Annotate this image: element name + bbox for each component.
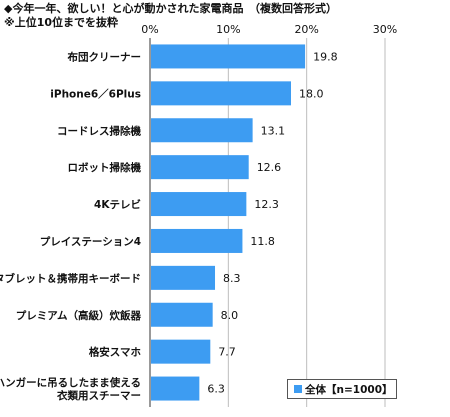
category-label: 衣類用スチーマー xyxy=(57,389,141,402)
data-label: 7.7 xyxy=(218,346,236,359)
legend: 全体【n=1000】 xyxy=(287,379,397,399)
category-label: ハンガーに吊るしたまま使える xyxy=(0,376,141,389)
chart-subtitle: ※上位10位までを抜粋 xyxy=(4,16,119,29)
bar xyxy=(151,81,291,106)
bar xyxy=(151,339,211,364)
bar xyxy=(151,376,200,401)
data-label: 11.8 xyxy=(250,235,275,248)
category-label: プレイステーション4 xyxy=(40,235,141,248)
bar xyxy=(151,192,247,217)
data-label: 8.3 xyxy=(223,272,241,285)
category-label: iPhone6／6Plus xyxy=(50,87,141,100)
legend-label: 全体【n=1000】 xyxy=(305,383,393,396)
x-tick-label: 30% xyxy=(373,23,397,36)
category-label: タブレット＆携帯用キーボード xyxy=(0,272,141,285)
x-tick-label: 20% xyxy=(294,23,318,36)
chart-title: ◆今年一年、欲しい！と心が動かされた家電商品 （複数回答形式） xyxy=(4,2,337,15)
data-label: 6.3 xyxy=(207,383,225,396)
bar xyxy=(151,265,216,290)
data-label: 12.3 xyxy=(254,198,279,211)
legend-swatch xyxy=(294,385,302,393)
bar xyxy=(151,228,243,253)
data-label: 18.0 xyxy=(299,87,324,100)
data-label: 8.0 xyxy=(221,309,239,322)
category-label: プレミアム（高級）炊飯器 xyxy=(16,309,142,322)
bar xyxy=(151,155,249,180)
x-tick-label: 10% xyxy=(216,23,240,36)
bar xyxy=(151,118,253,143)
bar xyxy=(151,44,306,69)
category-label: ロボット掃除機 xyxy=(68,161,142,174)
category-label: 布団クリーナー xyxy=(68,50,142,63)
category-label: 4Kテレビ xyxy=(94,198,141,211)
x-tick-label: 0% xyxy=(141,23,158,36)
bar xyxy=(151,302,213,327)
data-label: 13.1 xyxy=(261,124,286,137)
category-label: コードレス掃除機 xyxy=(57,124,141,137)
data-label: 12.6 xyxy=(257,161,282,174)
data-label: 19.8 xyxy=(313,50,338,63)
category-label: 格安スマホ xyxy=(89,346,142,359)
